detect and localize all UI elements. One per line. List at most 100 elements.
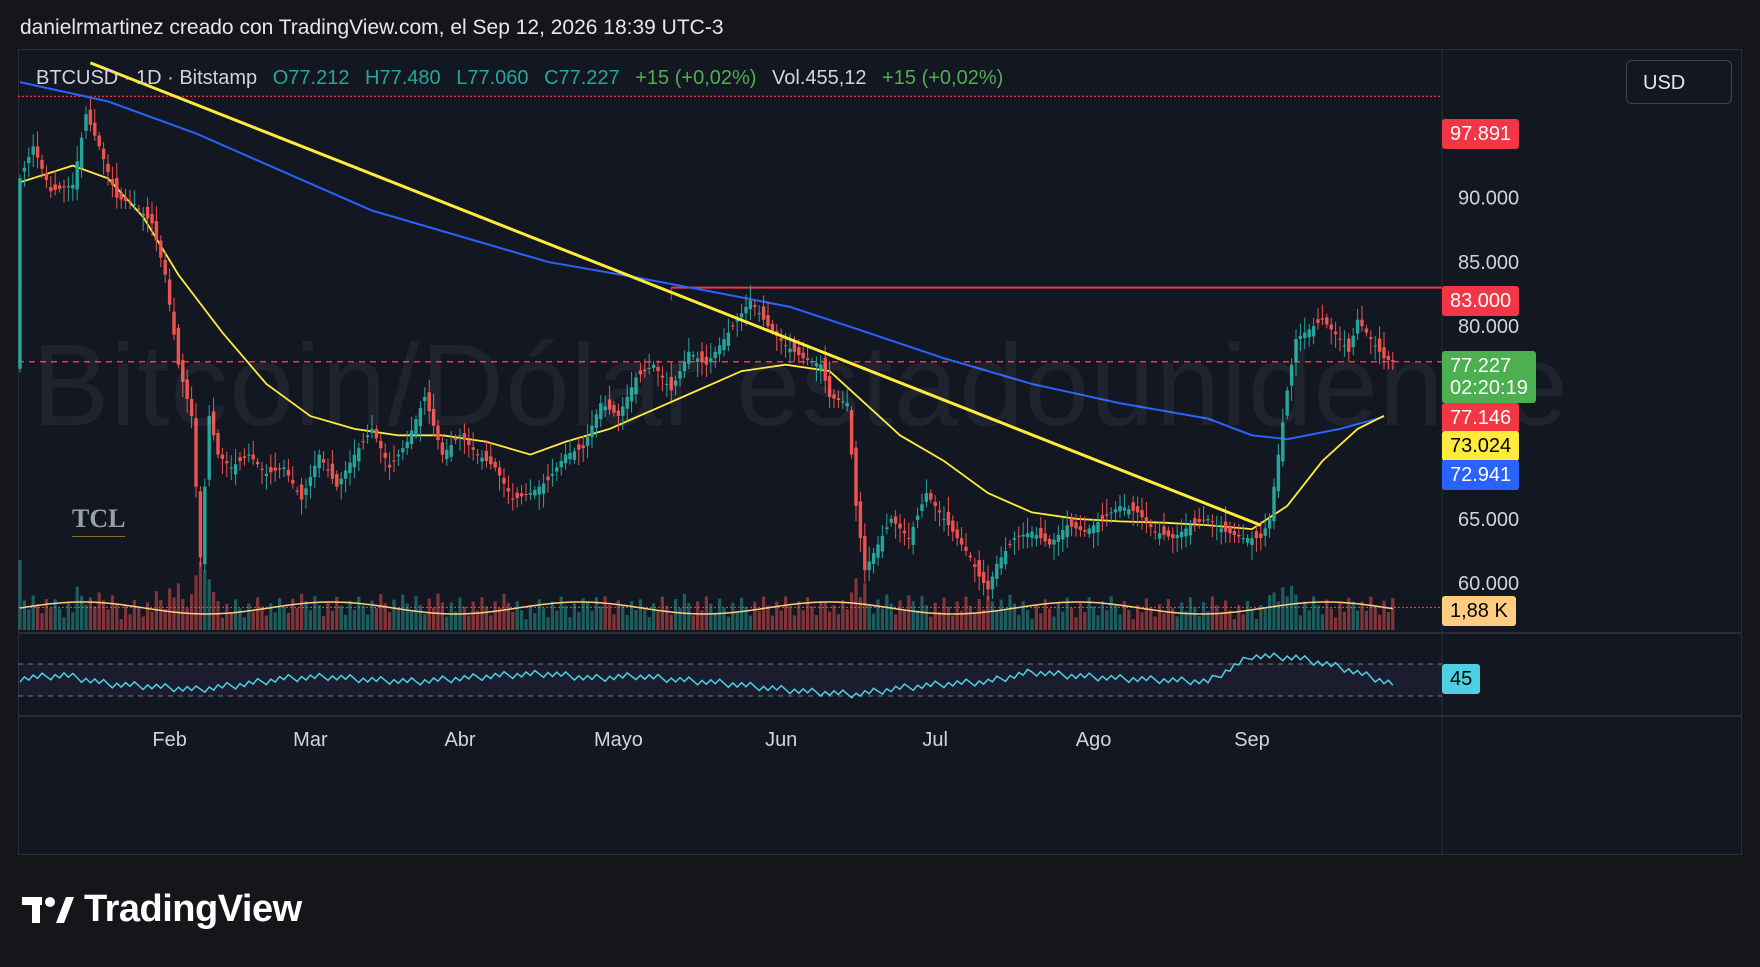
volume-bar <box>687 603 691 630</box>
candle-body <box>559 461 563 468</box>
volume-bar <box>388 612 392 630</box>
candle-body <box>88 109 93 125</box>
candle-body <box>31 146 35 155</box>
candle-body <box>832 394 836 399</box>
candle-body <box>392 460 396 462</box>
candle-body <box>295 490 299 492</box>
candle-body <box>902 530 907 534</box>
candle-body <box>1074 522 1078 529</box>
volume-bar <box>511 611 515 630</box>
candle-body <box>726 332 731 346</box>
volume-bar <box>88 597 92 630</box>
candle-body <box>1215 525 1219 527</box>
candle-body <box>462 433 467 441</box>
volume-bar <box>1254 619 1258 630</box>
volume-bar <box>484 606 488 630</box>
candle-body <box>871 553 876 564</box>
candle-body <box>1144 517 1149 523</box>
volume-bar <box>436 593 440 630</box>
volume-bar <box>1325 599 1329 630</box>
volume-bar <box>300 593 304 630</box>
volume-bar <box>1004 608 1008 630</box>
candle-body <box>761 306 766 320</box>
candle-body <box>1263 528 1267 536</box>
candle-body <box>220 454 225 459</box>
candle-body <box>537 486 541 495</box>
volume-bar <box>1052 616 1056 630</box>
volume-bar <box>207 579 211 630</box>
volume-bar <box>775 601 779 630</box>
volume-bar <box>713 612 717 630</box>
candle-body <box>1105 514 1109 516</box>
candle-body <box>986 580 990 590</box>
candle-body <box>1083 530 1087 532</box>
volume-bar <box>40 613 44 630</box>
volume-bar <box>528 605 532 630</box>
volume-bar <box>1294 594 1298 630</box>
volume-bar <box>1008 594 1012 630</box>
volume-bar <box>119 619 123 630</box>
candle-body <box>977 560 981 577</box>
legend-symbol[interactable]: BTCUSD · 1D · Bitstamp <box>36 67 258 89</box>
time-axis-label: Sep <box>1234 729 1270 751</box>
volume-bar <box>1206 611 1210 630</box>
candle-body <box>238 457 242 462</box>
volume-bar <box>885 594 889 630</box>
candle-body <box>396 454 401 457</box>
volume-bar <box>203 570 207 630</box>
volume-bar <box>480 597 484 630</box>
volume-bar <box>159 600 163 630</box>
volume-bar <box>445 616 449 630</box>
candle-body <box>1069 518 1074 527</box>
candle-body <box>1386 355 1391 361</box>
candle-body <box>946 511 951 526</box>
candle-body <box>1382 347 1386 359</box>
volume-bar <box>1087 597 1091 630</box>
candle-body <box>1122 507 1127 511</box>
candle-body <box>643 369 647 372</box>
candle-body <box>1364 328 1369 333</box>
candle-body <box>1061 530 1065 540</box>
volume-bar <box>1140 612 1144 630</box>
volume-bar <box>383 603 387 630</box>
volume-bar <box>62 617 66 630</box>
volume-bar <box>185 608 189 630</box>
volume-bar <box>1122 601 1126 630</box>
volume-bar <box>801 610 805 630</box>
volume-bar <box>53 599 57 630</box>
volume-bar <box>225 603 229 630</box>
candle-body <box>211 411 216 436</box>
volume-bar <box>150 611 154 630</box>
volume-bar <box>115 604 119 630</box>
candle-body <box>1135 506 1140 513</box>
candle-body <box>1276 454 1281 492</box>
volume-bar <box>44 599 48 630</box>
volume-bar <box>894 614 898 630</box>
candle-body <box>629 387 634 402</box>
volume-bar <box>357 596 361 630</box>
candle-body <box>119 193 123 200</box>
candle-body <box>1355 319 1360 334</box>
volume-bar <box>1360 601 1364 630</box>
candle-body <box>929 493 933 500</box>
volume-bar <box>344 614 348 630</box>
candle-body <box>898 523 902 529</box>
candle-body <box>75 161 79 190</box>
candle-body <box>999 557 1003 569</box>
candle-body <box>1052 539 1056 545</box>
volume-bar <box>467 615 471 630</box>
candle-body <box>401 448 405 453</box>
candle-body <box>753 305 757 307</box>
volume-bar <box>216 601 220 630</box>
candle-body <box>841 401 845 403</box>
volume-bar <box>902 609 906 630</box>
candle-body <box>695 358 700 362</box>
tradingview-wordmark: TradingView <box>84 888 302 930</box>
volume-bar <box>106 609 110 630</box>
candle-body <box>713 351 717 359</box>
currency-button[interactable]: USD <box>1626 60 1732 104</box>
volume-bar <box>1298 615 1302 630</box>
volume-bar <box>722 607 726 630</box>
candle-body <box>612 405 616 413</box>
